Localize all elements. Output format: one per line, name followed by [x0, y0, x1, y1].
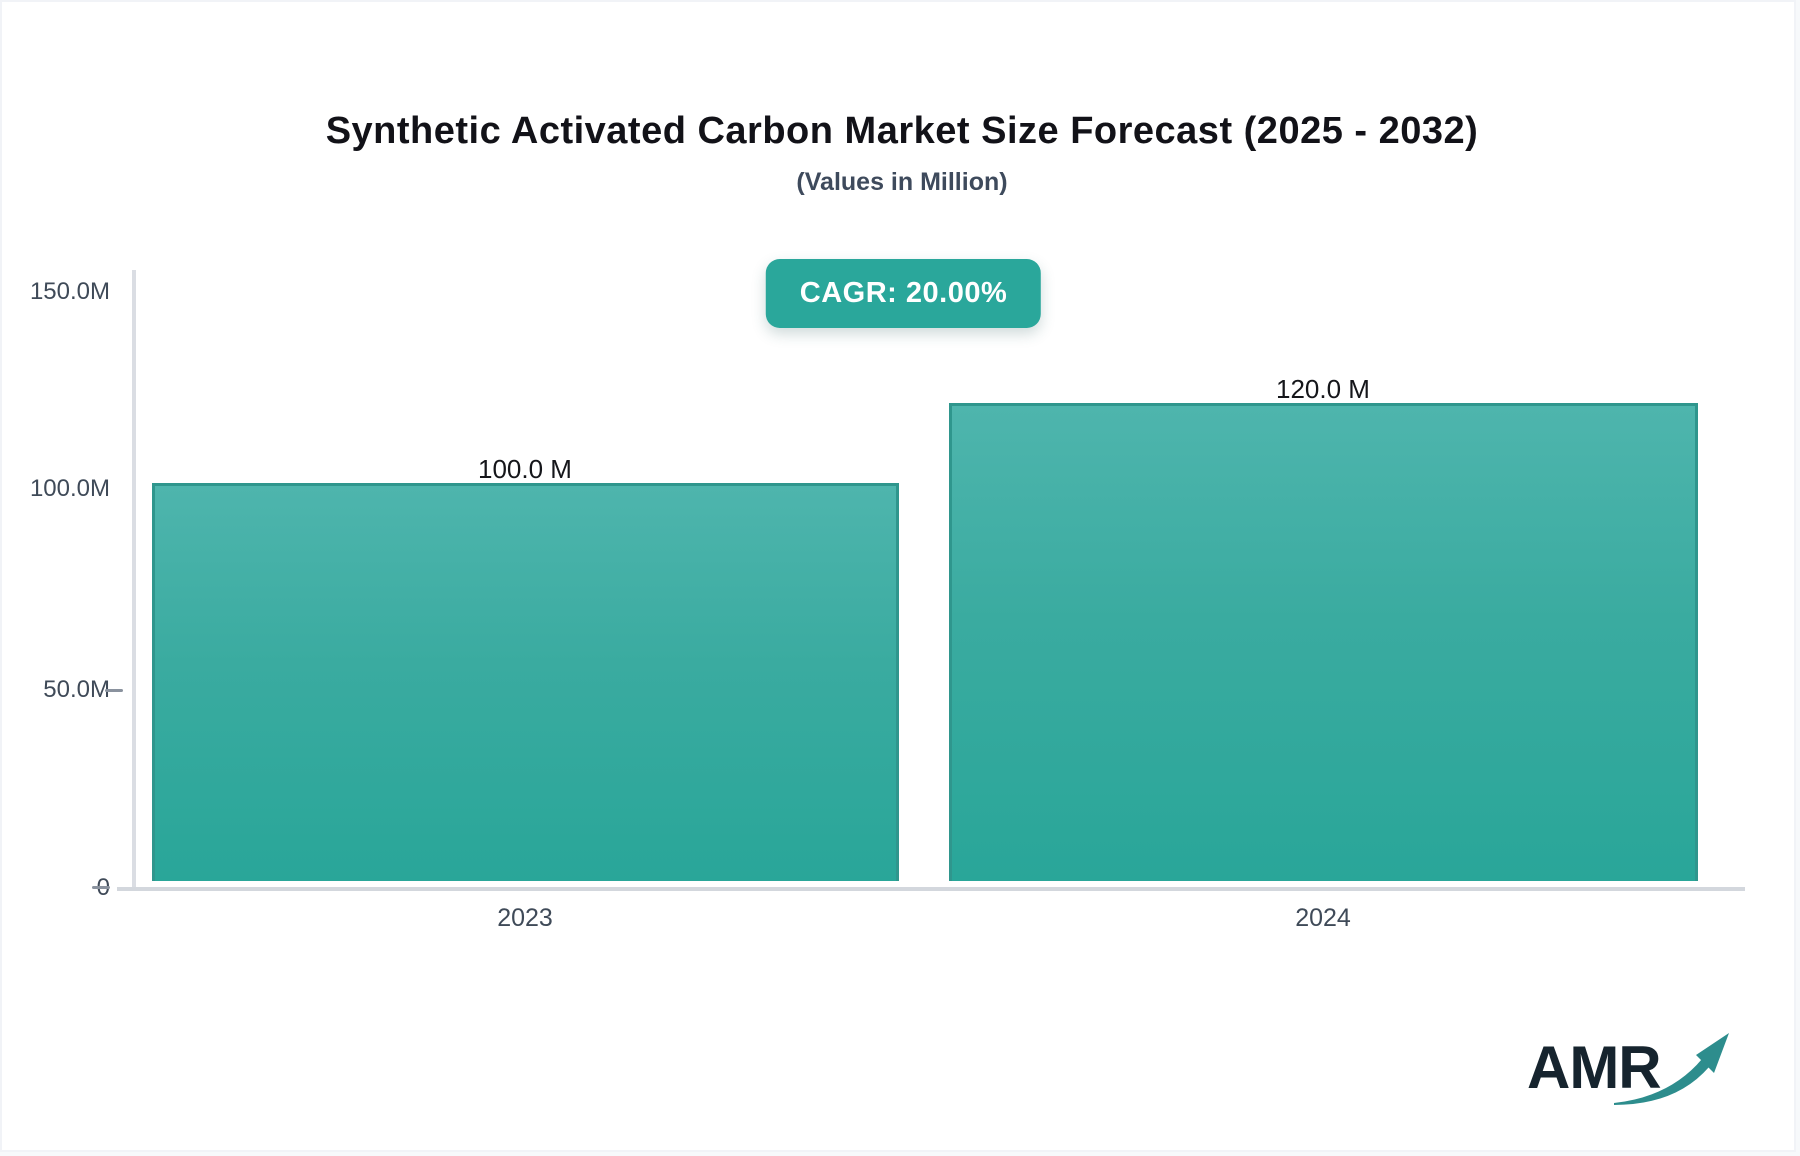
- x-tick-label-2023: 2023: [497, 904, 553, 932]
- page-title: Synthetic Activated Carbon Market Size F…: [325, 110, 1479, 152]
- y-tick-mark-0: [92, 886, 110, 889]
- amr-logo-text: AMR: [1527, 1034, 1662, 1101]
- bar-value-label-2023: 100.0 M: [478, 454, 572, 484]
- amr-logo: AMR: [1527, 1027, 1737, 1117]
- bar-value-label-2024: 120.0 M: [1276, 374, 1370, 404]
- y-tick-mark-50: [105, 689, 123, 692]
- x-tick-label-2024: 2024: [1295, 904, 1351, 932]
- bar-2023: [152, 483, 899, 881]
- y-tick-label-100: 100.0M: [29, 475, 110, 502]
- y-tick-label-50: 50.0M: [43, 676, 110, 703]
- growth-arrow-icon: [1614, 1033, 1729, 1105]
- chart-subtitle: (Values in Million): [796, 168, 1008, 196]
- y-axis-line: [132, 270, 136, 891]
- y-tick-label-150: 150.0M: [29, 278, 110, 305]
- bar-2024: [949, 403, 1698, 881]
- cagr-badge: CAGR: 20.00%: [765, 259, 1042, 328]
- x-axis-line: [117, 887, 1745, 891]
